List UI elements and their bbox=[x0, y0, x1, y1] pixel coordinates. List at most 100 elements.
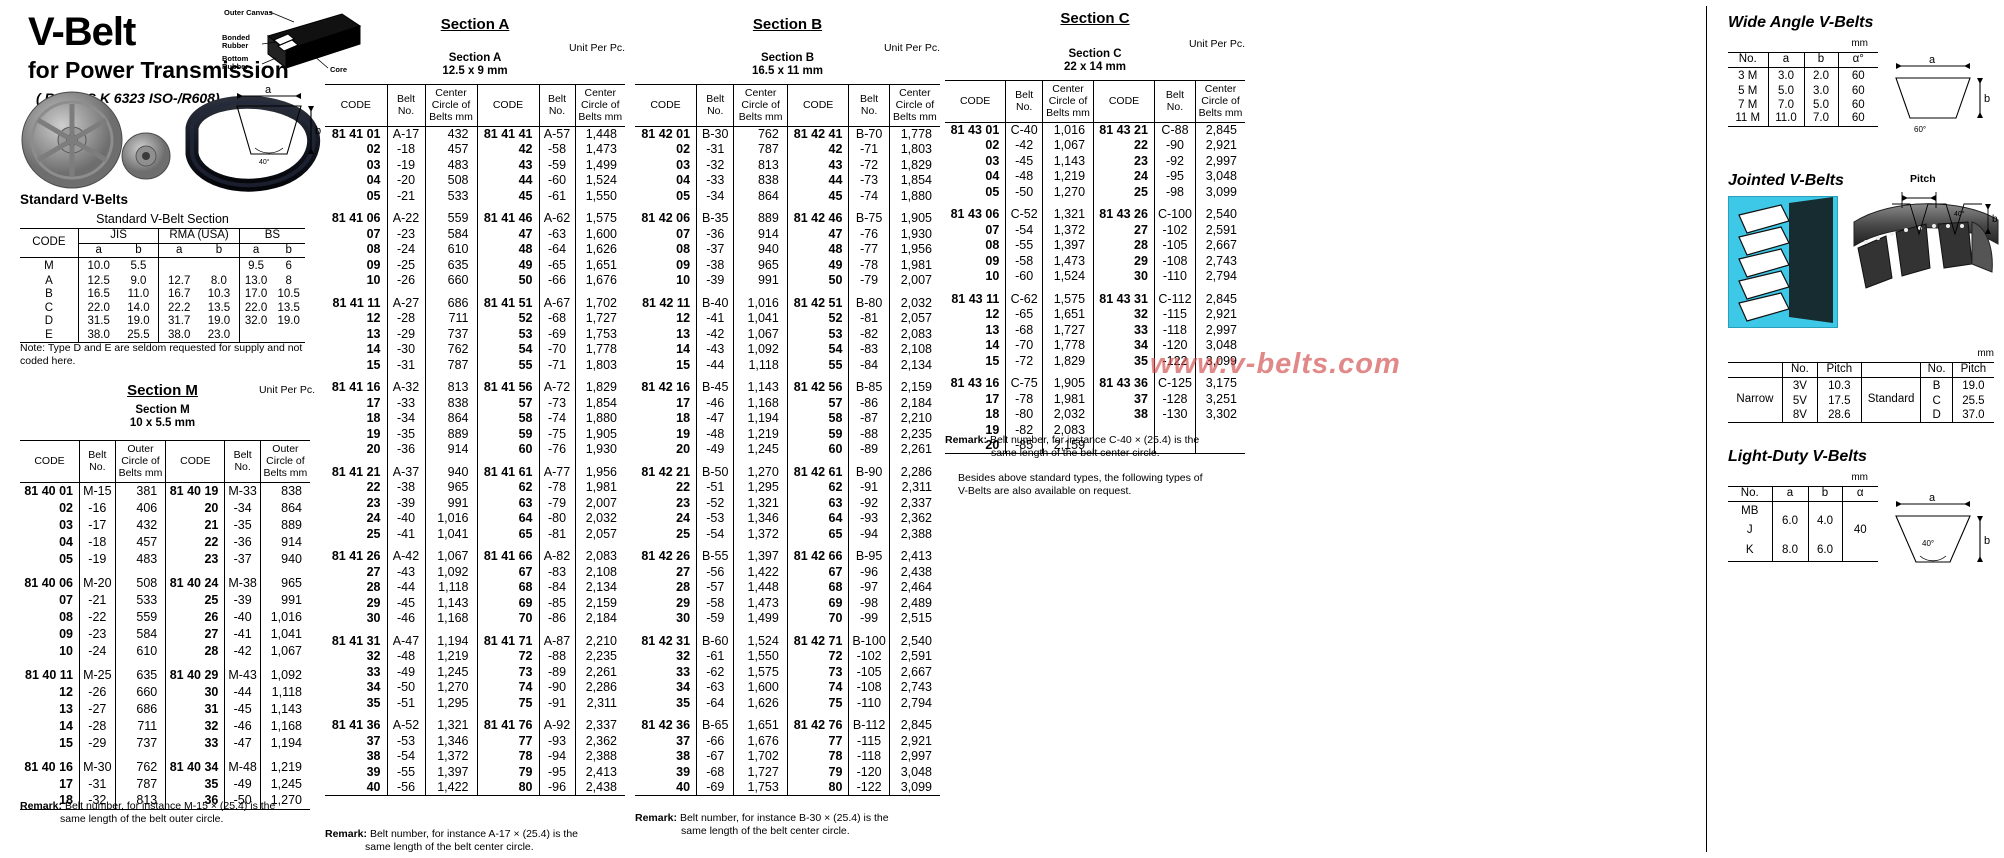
section-b-remark-label: Remark: bbox=[635, 812, 678, 824]
belt-circle: 1,473 bbox=[1042, 253, 1095, 270]
table-row: 81 41 06 A-22 559 81 41 46 A-62 1,575 bbox=[325, 211, 625, 227]
belt-no: -85 bbox=[1005, 438, 1044, 455]
belt-circle: 2,235 bbox=[900, 426, 932, 441]
belt-no: M-20 bbox=[79, 574, 116, 592]
belt-code: 15 bbox=[945, 353, 1007, 370]
std-cell-rma-a: 31.7 bbox=[167, 315, 191, 328]
belt-no: C-100 bbox=[1154, 207, 1197, 223]
table-row: 05 -34 864 45 -74 1,880 bbox=[635, 188, 940, 205]
belt-circle: 1,270 bbox=[260, 792, 310, 811]
table-row: 81 40 16 M-30 762 81 40 34 M-48 1,219 bbox=[20, 758, 310, 776]
belt-circle: 508 bbox=[115, 574, 167, 592]
belt-no: A-17 bbox=[387, 126, 426, 143]
belt-no: -105 bbox=[1154, 238, 1197, 254]
belt-circle: 1,803 bbox=[585, 357, 617, 372]
belt-code: 74 bbox=[787, 680, 850, 696]
belt-circle: 1,550 bbox=[733, 649, 788, 665]
belt-code: 70 bbox=[477, 611, 540, 627]
belt-no: -64 bbox=[539, 242, 576, 258]
jointed-unit: mm bbox=[1977, 348, 1994, 359]
belt-circle: 940 bbox=[733, 242, 788, 258]
jt-col-no-2: No. bbox=[1920, 362, 1953, 378]
table-row: 03 -19 483 43 -59 1,499 bbox=[325, 157, 625, 174]
table-row: 04 -18 457 22 -36 914 bbox=[20, 533, 310, 551]
belt-circle: 965 bbox=[733, 257, 788, 274]
jt-cell-narrow-pitch: 17.5 bbox=[1817, 395, 1862, 409]
table-row: MB 6.0 4.0 40 bbox=[1728, 501, 1878, 562]
belt-code: 14 bbox=[635, 342, 698, 358]
belt-circle: 787 bbox=[733, 142, 788, 158]
group-spacer bbox=[20, 659, 310, 667]
group-spacer bbox=[945, 284, 1245, 292]
belt-no: -54 bbox=[1005, 222, 1044, 239]
belt-circle: 635 bbox=[425, 257, 478, 274]
section-c-unit: Unit Per Pc. bbox=[1188, 38, 1245, 50]
belt-no: A-72 bbox=[539, 380, 576, 396]
belt-no: -31 bbox=[696, 142, 735, 158]
belt-circle: 864 bbox=[281, 500, 302, 515]
col-group-jis: JIS bbox=[78, 228, 160, 244]
table-row: 27 -43 1,092 67 -83 2,108 bbox=[325, 564, 625, 581]
belt-circle: 1,016 bbox=[425, 511, 478, 527]
table-row: 03 -17 432 21 -35 889 bbox=[20, 516, 310, 534]
belt-no: -93 bbox=[539, 733, 576, 750]
belt-no: -93 bbox=[848, 511, 890, 527]
belt-circle: 1,194 bbox=[733, 411, 788, 427]
belt-circle: 2,159 bbox=[1042, 438, 1095, 455]
jt-col-pitch: Pitch bbox=[1817, 362, 1862, 378]
belt-no: -39 bbox=[224, 591, 261, 609]
section-c-table: CODE Belt No. Center Circle of Belts mm C… bbox=[945, 80, 1245, 455]
std-cell-bs-b bbox=[272, 328, 305, 344]
group-spacer bbox=[945, 200, 1245, 208]
belt-circle: 2,032 bbox=[585, 511, 617, 526]
section-b-caption-line2: 16.5 x 11 mm bbox=[752, 65, 823, 78]
col-group-bs: BS bbox=[239, 228, 305, 244]
table-row: 20 -49 1,245 60 -89 2,261 bbox=[635, 442, 940, 458]
belt-circle: 1,118 bbox=[733, 357, 788, 374]
belt-code: 44 bbox=[787, 173, 850, 189]
belt-code: 58 bbox=[787, 411, 850, 427]
belt-no: -87 bbox=[848, 411, 890, 427]
belt-no: -108 bbox=[1154, 253, 1197, 270]
belt-code: 20 bbox=[945, 438, 1007, 455]
belt-circle: 838 bbox=[733, 173, 788, 189]
belt-no: -76 bbox=[539, 442, 576, 458]
table-row: 7 M 7.0 5.0 60 bbox=[1728, 98, 1878, 113]
std-cell-jis-a: 12.5 bbox=[87, 274, 110, 287]
belt-circle: 660 bbox=[115, 683, 167, 701]
belt-code: 81 41 36 bbox=[325, 718, 388, 734]
belt-no: -78 bbox=[848, 257, 890, 274]
belt-code: 81 42 76 bbox=[787, 718, 850, 734]
belt-code: 13 bbox=[635, 326, 698, 343]
b-col-belt-no: Belt No. bbox=[696, 84, 735, 128]
belt-no: -58 bbox=[539, 142, 576, 158]
belt-no: -39 bbox=[696, 273, 735, 289]
belt-circle: 864 bbox=[733, 188, 788, 205]
belt-no: -16 bbox=[79, 499, 116, 517]
belt-circle: 1,397 bbox=[1042, 238, 1095, 254]
group-spacer bbox=[325, 711, 625, 719]
belt-code: 81 42 21 bbox=[635, 464, 698, 481]
belt-code: 63 bbox=[787, 495, 850, 512]
table-row: 14 -30 762 54 -70 1,778 bbox=[325, 342, 625, 358]
belt-circle: 1,778 bbox=[900, 127, 932, 141]
section-b-remark: Remark: Belt number, for instance B-30 ×… bbox=[635, 812, 955, 837]
belt-code: 40 bbox=[325, 780, 388, 797]
belt-code: 53 bbox=[477, 326, 540, 343]
belt-code: 81 41 56 bbox=[477, 380, 540, 396]
belt-code: 81 42 06 bbox=[635, 211, 698, 227]
belt-code: 81 42 41 bbox=[787, 126, 850, 143]
table-row: 02 -31 787 42 -71 1,803 bbox=[635, 142, 940, 158]
belt-code: 72 bbox=[477, 649, 540, 665]
belt-code: 59 bbox=[477, 426, 540, 443]
belt-no: -27 bbox=[79, 700, 116, 718]
belt-code: 09 bbox=[325, 257, 388, 274]
group-spacer bbox=[635, 542, 940, 550]
std-cell-jis-a: 22.0 bbox=[87, 301, 110, 314]
table-row: 02 -18 457 42 -58 1,473 bbox=[325, 142, 625, 158]
belt-no: M-48 bbox=[224, 758, 261, 776]
belt-circle: 1,600 bbox=[585, 226, 617, 241]
section-c-remark-label: Remark: bbox=[945, 434, 988, 446]
belt-code: 55 bbox=[477, 357, 540, 374]
